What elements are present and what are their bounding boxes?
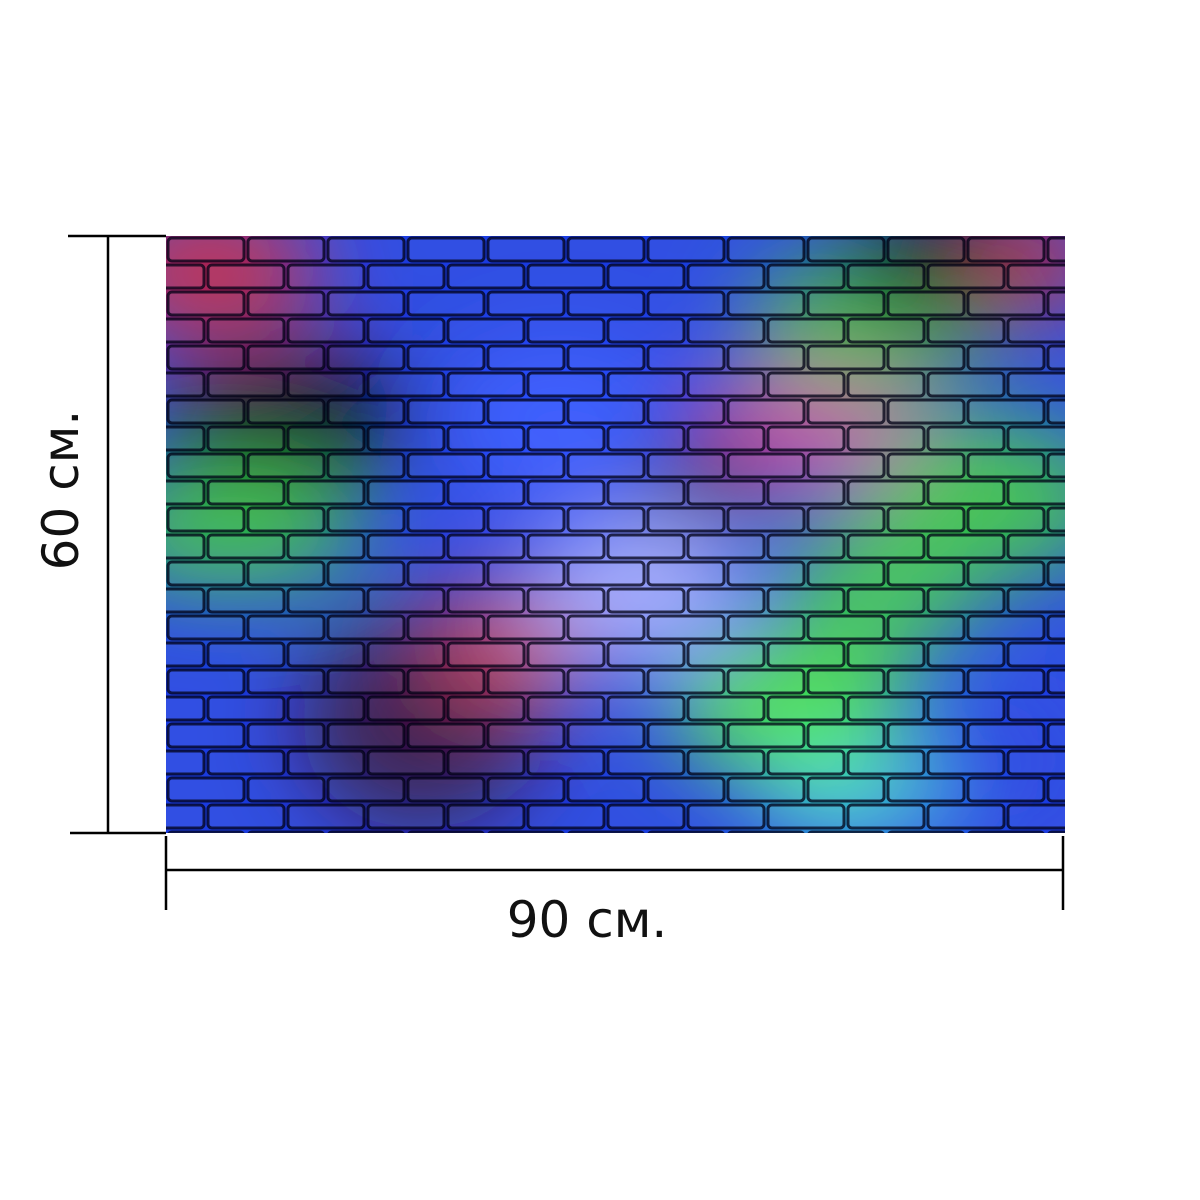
- dimension-lines: [68, 234, 1065, 910]
- height-label: 60 см.: [32, 410, 90, 571]
- brick-wall: [166, 236, 1065, 833]
- width-label: 90 см.: [507, 891, 668, 949]
